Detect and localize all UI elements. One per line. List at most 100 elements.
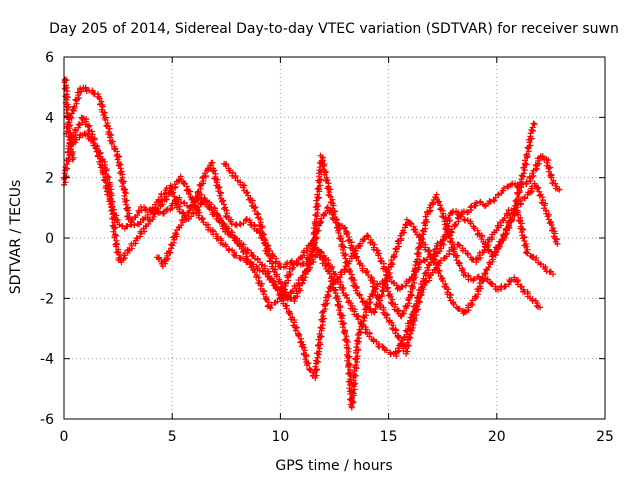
data-point — [350, 279, 357, 286]
data-point — [495, 191, 502, 198]
data-point — [335, 295, 342, 302]
data-point — [517, 179, 524, 186]
y-tick-label: -4 — [40, 352, 54, 368]
data-point — [495, 286, 502, 293]
data-point — [227, 232, 234, 239]
data-point — [414, 256, 421, 263]
data-point — [314, 186, 321, 193]
data-point — [316, 330, 323, 337]
data-point — [445, 286, 452, 293]
data-point — [386, 269, 393, 276]
data-point — [548, 221, 555, 228]
data-point — [106, 125, 113, 132]
data-point — [450, 301, 457, 308]
data-point — [390, 251, 397, 258]
series-trace-3 — [65, 130, 544, 411]
data-point — [233, 222, 240, 229]
data-point — [399, 227, 406, 234]
data-point — [308, 252, 315, 259]
data-point — [501, 235, 508, 242]
data-point — [404, 339, 411, 346]
data-point — [66, 125, 73, 132]
data-point — [481, 202, 488, 209]
data-point — [380, 306, 387, 313]
data-point — [283, 291, 290, 298]
data-point — [259, 261, 266, 268]
data-point — [262, 239, 269, 246]
data-point — [337, 281, 344, 288]
data-point — [216, 192, 223, 199]
data-point — [515, 211, 522, 218]
data-point — [464, 251, 471, 258]
data-point — [342, 224, 349, 231]
data-point — [320, 315, 327, 322]
data-point — [519, 235, 526, 242]
data-point — [415, 297, 422, 304]
data-point — [488, 234, 495, 241]
data-point — [113, 243, 120, 250]
data-point — [351, 386, 358, 393]
data-point — [379, 287, 386, 294]
x-tick-label: 0 — [60, 429, 69, 445]
data-point — [324, 300, 331, 307]
data-point — [245, 247, 252, 254]
data-point — [194, 189, 201, 196]
data-point — [446, 294, 453, 301]
data-point — [531, 121, 538, 128]
data-point — [372, 289, 379, 296]
tick-labels: 0 5 10 15 20 25 -6 -4 -2 0 2 4 6 — [40, 50, 614, 445]
data-point — [321, 162, 328, 169]
data-point — [170, 234, 177, 241]
data-point — [320, 257, 327, 264]
data-point — [166, 190, 173, 197]
x-axis-label: GPS time / hours — [275, 458, 392, 474]
data-point — [393, 327, 400, 334]
data-point — [406, 334, 413, 341]
data-point — [282, 286, 289, 293]
data-point — [207, 162, 214, 169]
data-point — [258, 224, 265, 231]
data-point — [318, 159, 325, 166]
data-point — [155, 256, 162, 263]
data-point — [371, 309, 378, 316]
data-point — [191, 202, 198, 209]
data-point — [109, 207, 116, 214]
data-point — [489, 281, 496, 288]
data-point — [408, 283, 415, 290]
data-point — [384, 275, 391, 282]
axes — [63, 56, 606, 420]
data-point — [379, 343, 386, 350]
data-point — [502, 283, 509, 290]
data-point — [348, 395, 355, 402]
data-point — [427, 207, 434, 214]
data-point — [404, 348, 411, 355]
data-point — [356, 326, 363, 333]
data-point — [544, 159, 551, 166]
data-point — [264, 273, 271, 280]
data-point — [443, 226, 450, 233]
data-point — [363, 326, 370, 333]
data-point — [554, 241, 561, 248]
data-point — [359, 298, 366, 305]
series-trace-4 — [61, 76, 77, 163]
data-point — [516, 188, 523, 195]
data-point — [300, 260, 307, 267]
data-point — [323, 205, 330, 212]
data-point — [456, 262, 463, 269]
data-point — [352, 356, 359, 363]
data-point — [520, 170, 527, 177]
data-point — [306, 257, 313, 264]
data-point — [389, 261, 396, 268]
data-point — [321, 171, 328, 178]
data-point — [508, 217, 515, 224]
data-point — [174, 198, 181, 205]
series-trace-5 — [154, 159, 557, 357]
data-point — [250, 261, 257, 268]
data-point — [407, 220, 414, 227]
data-point — [149, 211, 156, 218]
data-point — [345, 354, 352, 361]
data-point — [122, 198, 129, 205]
data-point — [233, 252, 240, 259]
data-point — [164, 255, 171, 262]
